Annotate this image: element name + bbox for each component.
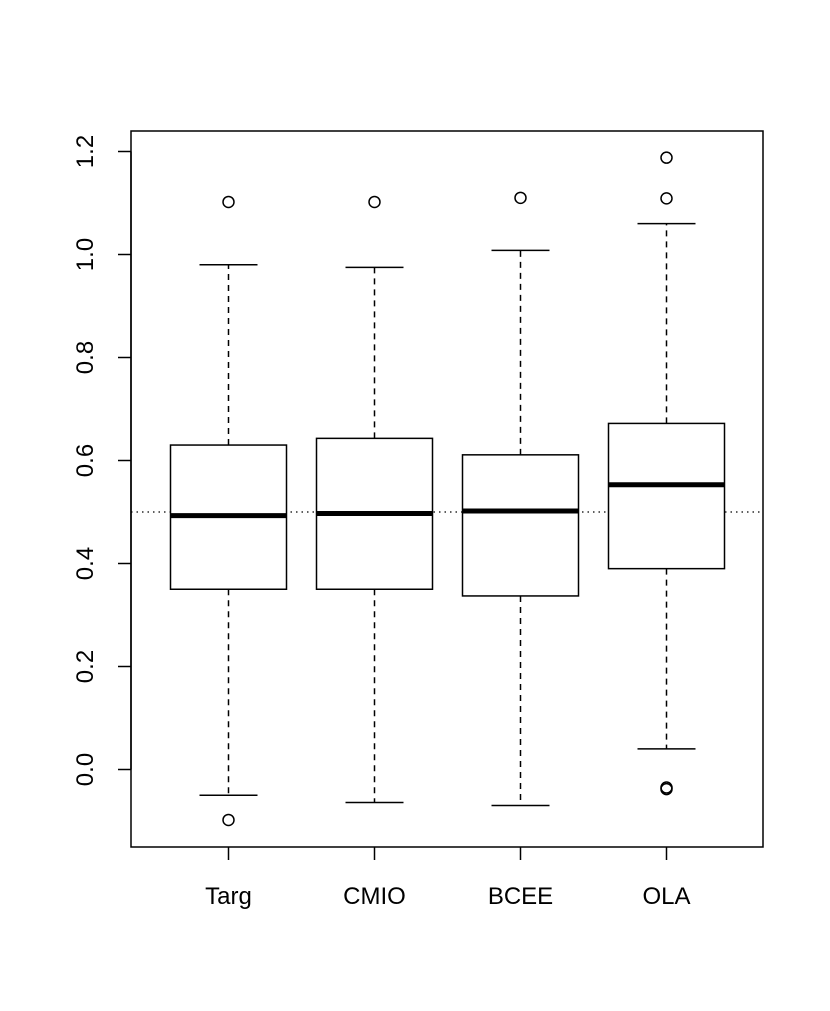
y-tick-label: 0.0 (72, 753, 99, 786)
outlier-point (514, 191, 527, 205)
outlier-point (660, 192, 673, 205)
y-tick-label: 0.4 (72, 547, 99, 580)
outlier-point (222, 813, 235, 827)
x-tick-label: BCEE (488, 883, 553, 910)
iqr-box (461, 454, 580, 597)
y-tick-label: 0.2 (72, 650, 99, 683)
box-ola (607, 151, 726, 796)
y-axis: 0.0 0.2 0.4 0.6 0.8 1.0 1.2 (72, 135, 132, 786)
x-axis: Targ CMIO BCEE OLA (205, 847, 691, 910)
y-tick-label: 0.6 (72, 444, 99, 477)
outlier-point (222, 195, 235, 209)
outlier-point (368, 195, 381, 209)
x-tick-label: OLA (642, 883, 690, 910)
x-tick-label: CMIO (343, 883, 406, 910)
box-layer (169, 151, 726, 827)
x-tick-label: Targ (205, 883, 252, 910)
box-bcee (461, 191, 580, 807)
box-targ (169, 195, 288, 827)
y-tick-label: 1.0 (72, 238, 99, 271)
outlier-point (660, 782, 673, 796)
iqr-box (607, 422, 726, 570)
box-cmio (315, 195, 434, 804)
y-tick-label: 1.2 (72, 135, 99, 168)
outlier-point (660, 151, 673, 164)
y-tick-label: 0.8 (72, 341, 99, 374)
